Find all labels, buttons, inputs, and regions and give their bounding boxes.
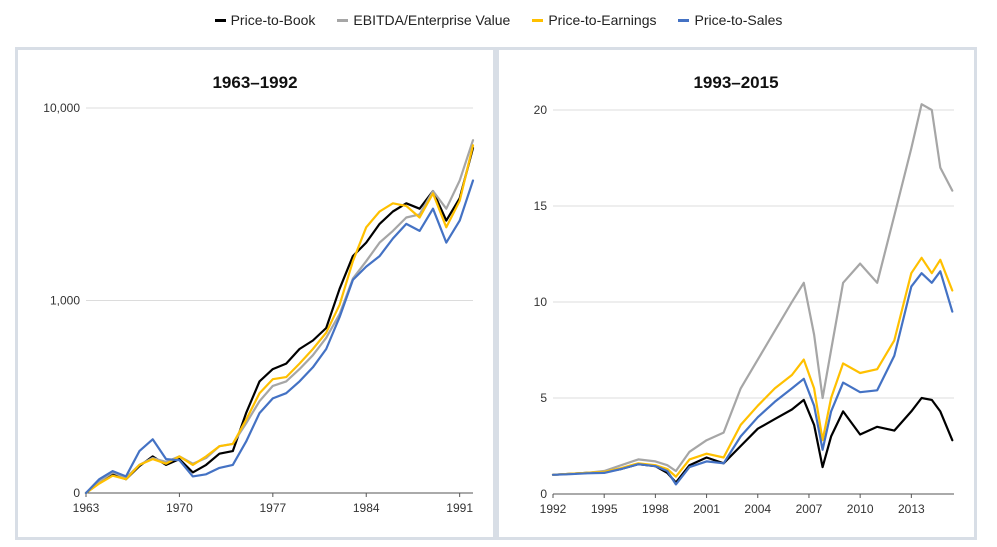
- series-line-ebitda-enterprise-value: [551, 103, 954, 476]
- chart-panel-1993-2015: 1993–2015 20 15 10 5 0 1992 1995 1998 2001 2004 20…: [496, 47, 977, 540]
- y-tick-label: 1,000: [50, 294, 80, 308]
- series-line-price-to-sales: [551, 270, 954, 486]
- chart-panel-1963-1992: 1963–1992 10,000 1,000 0 1963 1970 1977 1984 19…: [15, 47, 496, 540]
- series-line-price-to-earnings: [84, 144, 475, 495]
- y-tick-label: 5: [540, 391, 547, 405]
- chart-title: 1993–2015: [693, 73, 778, 92]
- series-line-price-to-sales: [84, 179, 475, 495]
- legend-label: Price-to-Earnings: [548, 12, 657, 28]
- legend-item-price-to-sales: Price-to-Sales: [678, 12, 782, 28]
- x-tick-label: 1992: [540, 502, 567, 516]
- legend-swatch: [337, 18, 349, 22]
- x-tick-label: 2013: [898, 502, 925, 516]
- legend-label: Price-to-Book: [230, 12, 316, 28]
- legend-swatch: [532, 18, 544, 22]
- x-tick-label: 2001: [693, 502, 720, 516]
- x-tick-label: 2010: [847, 502, 874, 516]
- legend-item-price-to-earnings: Price-to-Earnings: [532, 12, 656, 28]
- y-tick-label: 10: [534, 295, 548, 309]
- legend-label: Price-to-Sales: [694, 12, 783, 28]
- chart-legend: Price-to-Book EBITDA/Enterprise Value Pr…: [0, 0, 997, 40]
- chart-title: 1963–1992: [212, 73, 297, 92]
- y-tick-label: 15: [534, 199, 548, 213]
- series-line-price-to-book: [84, 146, 475, 495]
- x-tick-label: 1984: [353, 501, 380, 515]
- y-tick-label: 0: [540, 487, 547, 501]
- x-tick-label: 2004: [744, 502, 771, 516]
- x-tick-label: 1977: [259, 501, 286, 515]
- x-tick-label: 1995: [591, 502, 618, 516]
- legend-swatch: [214, 18, 226, 22]
- x-tick-label: 1963: [73, 501, 100, 515]
- x-tick-label: 1991: [446, 501, 473, 515]
- x-tick-label: 1970: [166, 501, 193, 515]
- series-line-ebitda-enterprise-value: [84, 139, 475, 495]
- y-tick-label: 10,000: [43, 101, 80, 115]
- x-tick-label: 1998: [642, 502, 669, 516]
- legend-label: EBITDA/Enterprise Value: [353, 12, 511, 28]
- legend-swatch: [678, 18, 690, 22]
- legend-item-price-to-book: Price-to-Book: [214, 12, 316, 28]
- y-tick-label: 20: [534, 103, 548, 117]
- x-tick-label: 2007: [796, 502, 823, 516]
- legend-item-ebitda-ev: EBITDA/Enterprise Value: [337, 12, 510, 28]
- y-tick-label: 0: [73, 486, 80, 500]
